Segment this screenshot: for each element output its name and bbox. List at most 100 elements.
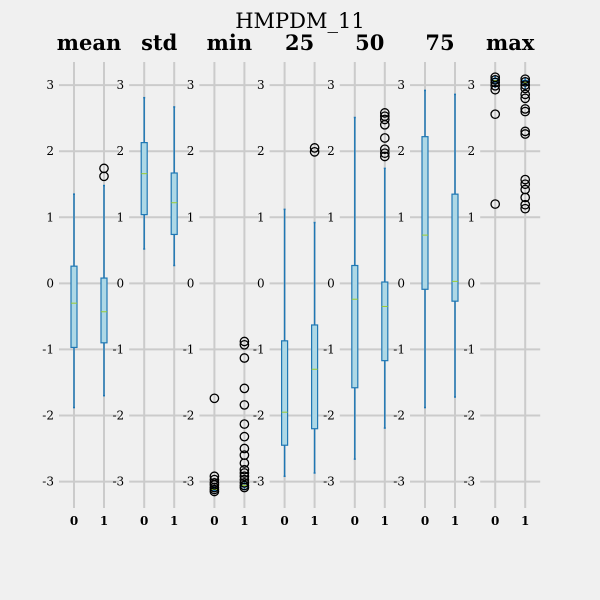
y-tick-label: -3	[42, 475, 54, 489]
y-tick-label: -3	[323, 475, 335, 489]
outlier-point	[520, 80, 531, 90]
outlier-point	[490, 77, 501, 88]
box-mean-0	[70, 193, 78, 409]
outlier-point	[520, 203, 531, 214]
y-tick-label: 2	[46, 144, 54, 158]
box-body	[140, 142, 148, 216]
y-tick-label: -1	[112, 342, 124, 356]
outlier-point	[520, 129, 531, 139]
y-tick-label: 1	[327, 210, 335, 224]
y-tick-label: 3	[46, 78, 54, 92]
y-tick-label: -2	[393, 408, 405, 422]
outlier-point	[520, 126, 531, 137]
outlier-point	[239, 383, 250, 394]
outlier-point	[379, 108, 390, 118]
y-tick-label: 2	[397, 144, 405, 158]
outlier-point	[490, 84, 501, 95]
box-50-1	[379, 108, 390, 429]
y-tick-label: 1	[257, 210, 265, 224]
y-tick-label: -1	[42, 342, 54, 356]
outlier-point	[239, 419, 250, 429]
y-tick-label: 2	[468, 144, 476, 158]
outlier-point	[239, 478, 250, 488]
y-tick-label: 3	[187, 78, 195, 92]
outlier-point	[520, 89, 531, 100]
box-std-1	[170, 106, 178, 267]
y-tick-label: -2	[183, 408, 195, 422]
x-tick-label: 0	[140, 514, 148, 528]
outlier-point	[490, 74, 501, 85]
panel-title: 50	[355, 30, 384, 55]
panel-25: 25 -3 -2 -1 0 1 2 3 0 1	[253, 30, 330, 528]
x-tick-label: 0	[70, 514, 78, 528]
outlier-point	[520, 199, 531, 210]
y-tick-label: -1	[463, 342, 475, 356]
outlier-point	[379, 133, 390, 143]
x-tick-label: 0	[421, 514, 429, 528]
box-mean-1	[99, 163, 109, 397]
outlier-point	[239, 443, 250, 454]
y-tick-label: 3	[257, 78, 265, 92]
panel-title: std	[141, 30, 178, 55]
box-body	[351, 264, 359, 389]
outlier-point	[309, 147, 320, 157]
y-tick-label: -2	[323, 408, 335, 422]
box-min-1	[239, 336, 250, 493]
outlier-point	[520, 184, 531, 195]
panel-max: max -3 -2 -1 0 1 2 3 0 1	[463, 30, 541, 528]
x-tick-label: 1	[521, 514, 529, 528]
y-tick-label: -3	[463, 475, 475, 489]
outlier-point	[490, 109, 501, 120]
outlier-point	[379, 111, 390, 122]
panel-std: std -3 -2 -1 0 1 2 3 0 1	[112, 30, 190, 528]
y-tick-label: -1	[393, 342, 405, 356]
y-tick-label: 2	[117, 144, 125, 158]
box-body	[451, 193, 459, 302]
box-body	[421, 136, 429, 290]
x-tick-label: 1	[381, 514, 389, 528]
outlier-point	[379, 151, 390, 162]
y-tick-label: 3	[327, 78, 335, 92]
panel-title: max	[486, 30, 535, 55]
y-tick-label: -2	[253, 408, 265, 422]
panel-title: min	[207, 30, 252, 55]
outlier-point	[309, 143, 320, 153]
box-75-0	[421, 89, 429, 409]
box-body	[381, 281, 389, 362]
x-tick-label: 1	[170, 514, 178, 528]
outlier-point	[209, 480, 220, 490]
y-tick-label: 3	[397, 78, 405, 92]
x-tick-label: 0	[491, 514, 499, 528]
outlier-point	[520, 74, 531, 85]
panel-mean: mean -3 -2 -1 0 1 2 3 0 1	[42, 30, 121, 528]
y-tick-label: -2	[112, 408, 124, 422]
box-body	[170, 172, 178, 236]
box-50-0	[351, 116, 359, 460]
y-tick-label: -1	[183, 342, 195, 356]
outlier-point	[209, 486, 220, 497]
outlier-point	[379, 148, 390, 159]
outlier-point	[239, 336, 250, 347]
y-tick-label: 0	[397, 276, 405, 290]
panel-75: 75 -3 -2 -1 0 1 2 3 0 1	[393, 30, 470, 528]
y-tick-label: 1	[397, 210, 405, 224]
box-body	[311, 324, 319, 430]
outlier-point	[239, 458, 250, 468]
box-25-1	[309, 143, 320, 474]
outlier-point	[520, 106, 531, 117]
outlier-point	[490, 72, 501, 83]
box-25-0	[281, 208, 289, 478]
box-max-1	[520, 74, 531, 214]
outlier-point	[239, 353, 250, 363]
x-tick-label: 0	[280, 514, 288, 528]
x-tick-label: 1	[100, 514, 108, 528]
y-tick-label: 0	[468, 276, 476, 290]
box-body	[100, 277, 108, 344]
y-tick-label: 1	[468, 210, 476, 224]
y-tick-label: -2	[42, 408, 54, 422]
outlier-point	[239, 468, 250, 478]
outlier-point	[239, 482, 250, 493]
y-tick-label: 2	[327, 144, 335, 158]
figure-title: HMPDM_11	[235, 9, 365, 33]
y-tick-label: 0	[327, 276, 335, 290]
